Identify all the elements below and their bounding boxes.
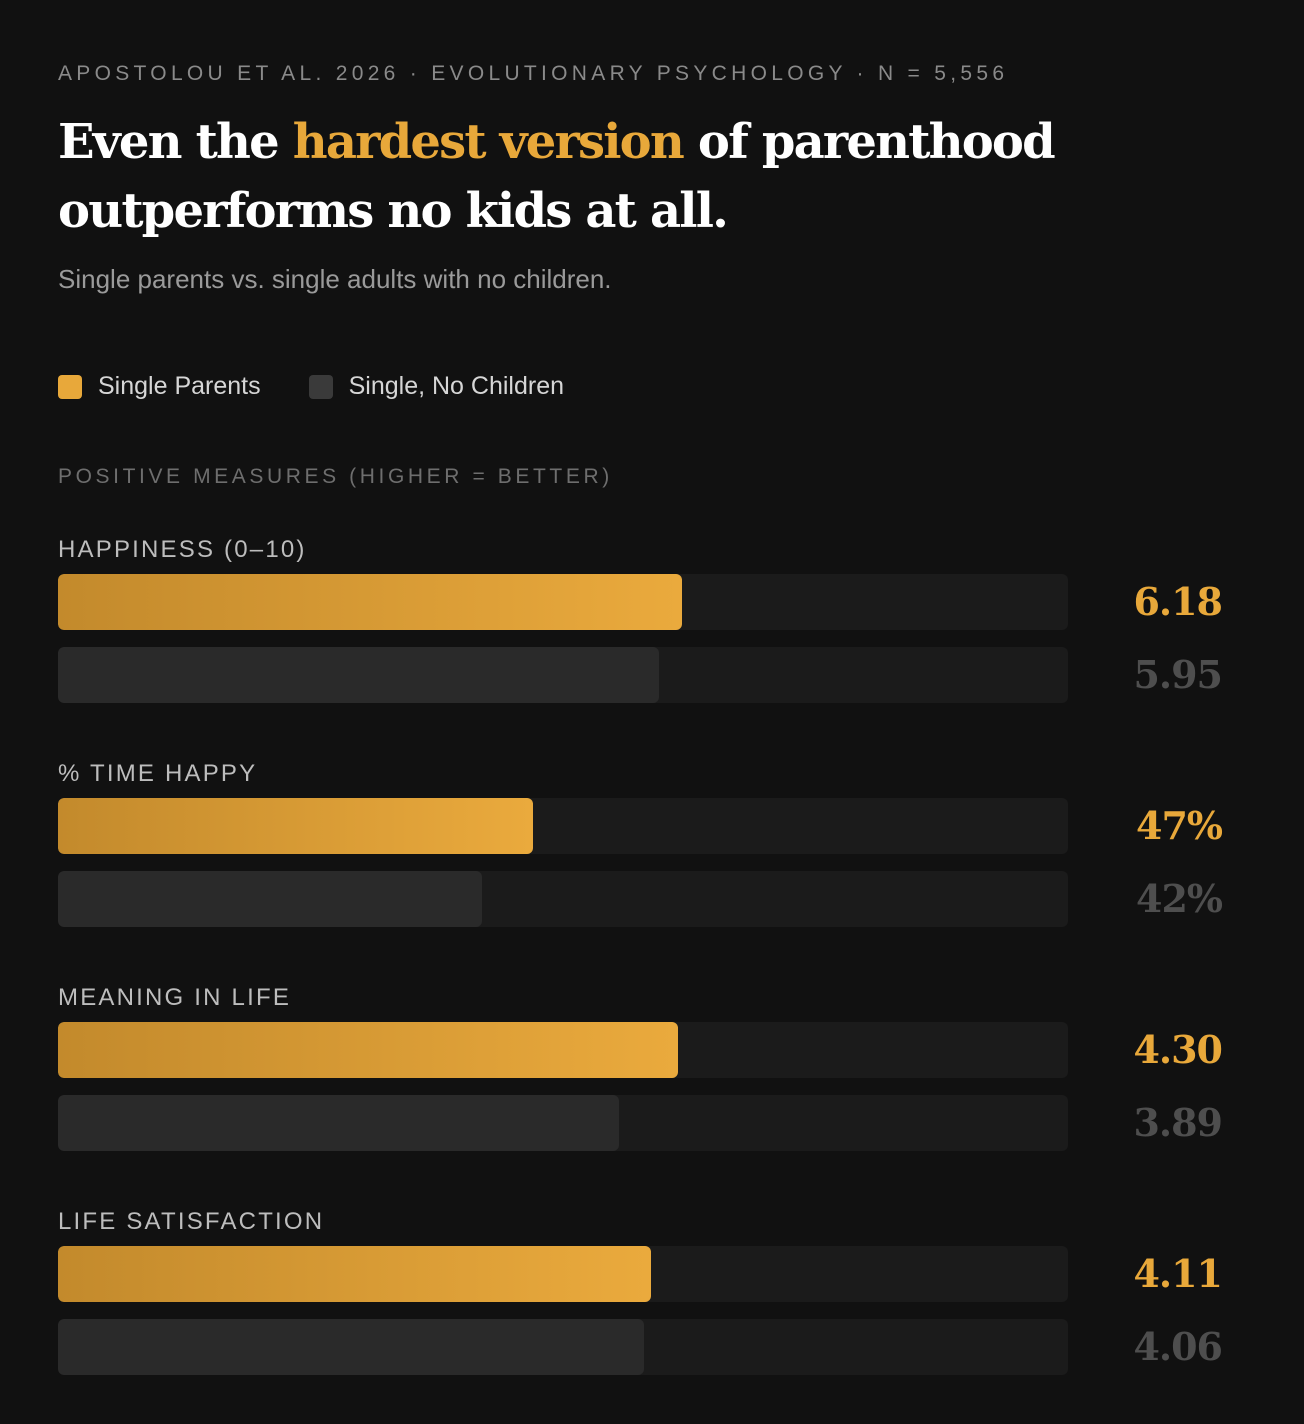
bar-single-parents <box>58 798 533 854</box>
metric-group-happiness: HAPPINESS (0–10) 6.18 5.95 <box>58 536 1248 738</box>
bar-track <box>58 1246 1068 1302</box>
chart-subtitle: Single parents vs. single adults with no… <box>58 264 612 294</box>
bar-no-children <box>58 1319 644 1375</box>
chart-title: Even the hardest version of parenthood o… <box>58 108 1058 246</box>
metric-group-meaning: MEANING IN LIFE 4.30 3.89 <box>58 984 1248 1186</box>
bar-single-parents <box>58 1246 651 1302</box>
value-label-no-children: 3.89 <box>1133 1100 1223 1145</box>
legend: Single Parents Single, No Children <box>58 372 612 401</box>
bar-no-children <box>58 871 483 927</box>
legend-swatch-single-parents <box>58 374 82 399</box>
value-label-single-parents: 6.18 <box>1133 579 1223 624</box>
metric-group-time-happy: % TIME HAPPY 47% 42% <box>58 760 1248 962</box>
bar-track <box>58 871 1068 927</box>
legend-swatch-no-children <box>308 374 333 399</box>
section-label: POSITIVE MEASURES (HIGHER = BETTER) <box>58 465 613 488</box>
bar-single-parents <box>58 574 683 630</box>
value-label-single-parents: 4.11 <box>1133 1251 1223 1296</box>
bar-track <box>58 798 1068 854</box>
bar-track <box>58 1319 1068 1375</box>
source-line: APOSTOLOU ET AL. 2026 · EVOLUTIONARY PSY… <box>58 62 1009 85</box>
bar-track <box>58 574 1068 630</box>
bar-track <box>58 647 1068 703</box>
title-highlight: hardest version <box>292 114 685 170</box>
title-text-end: of parenthood outperforms no kids at all… <box>58 114 1056 239</box>
legend-label-no-children: Single, No Children <box>348 372 565 400</box>
legend-item-single-parents: Single Parents <box>58 372 261 401</box>
metric-group-life-satisfaction: LIFE SATISFACTION 4.11 4.06 <box>58 1208 1248 1410</box>
bar-track <box>58 1095 1068 1151</box>
metric-label: MEANING IN LIFE <box>58 984 292 1011</box>
metric-label: HAPPINESS (0–10) <box>58 536 307 563</box>
value-label-no-children: 5.95 <box>1133 652 1223 697</box>
value-label-single-parents: 47% <box>1136 803 1223 848</box>
bar-track <box>58 1022 1068 1078</box>
value-label-single-parents: 4.30 <box>1133 1027 1223 1072</box>
value-label-no-children: 4.06 <box>1133 1324 1223 1369</box>
bar-no-children <box>58 1095 620 1151</box>
value-label-no-children: 42% <box>1136 876 1223 921</box>
metric-label: % TIME HAPPY <box>58 760 258 787</box>
legend-label-single-parents: Single Parents <box>98 372 261 400</box>
bar-single-parents <box>58 1022 679 1078</box>
metric-label: LIFE SATISFACTION <box>58 1208 325 1235</box>
bar-no-children <box>58 647 659 703</box>
title-text-start: Even the <box>58 114 293 170</box>
legend-item-no-children: Single, No Children <box>308 372 565 401</box>
